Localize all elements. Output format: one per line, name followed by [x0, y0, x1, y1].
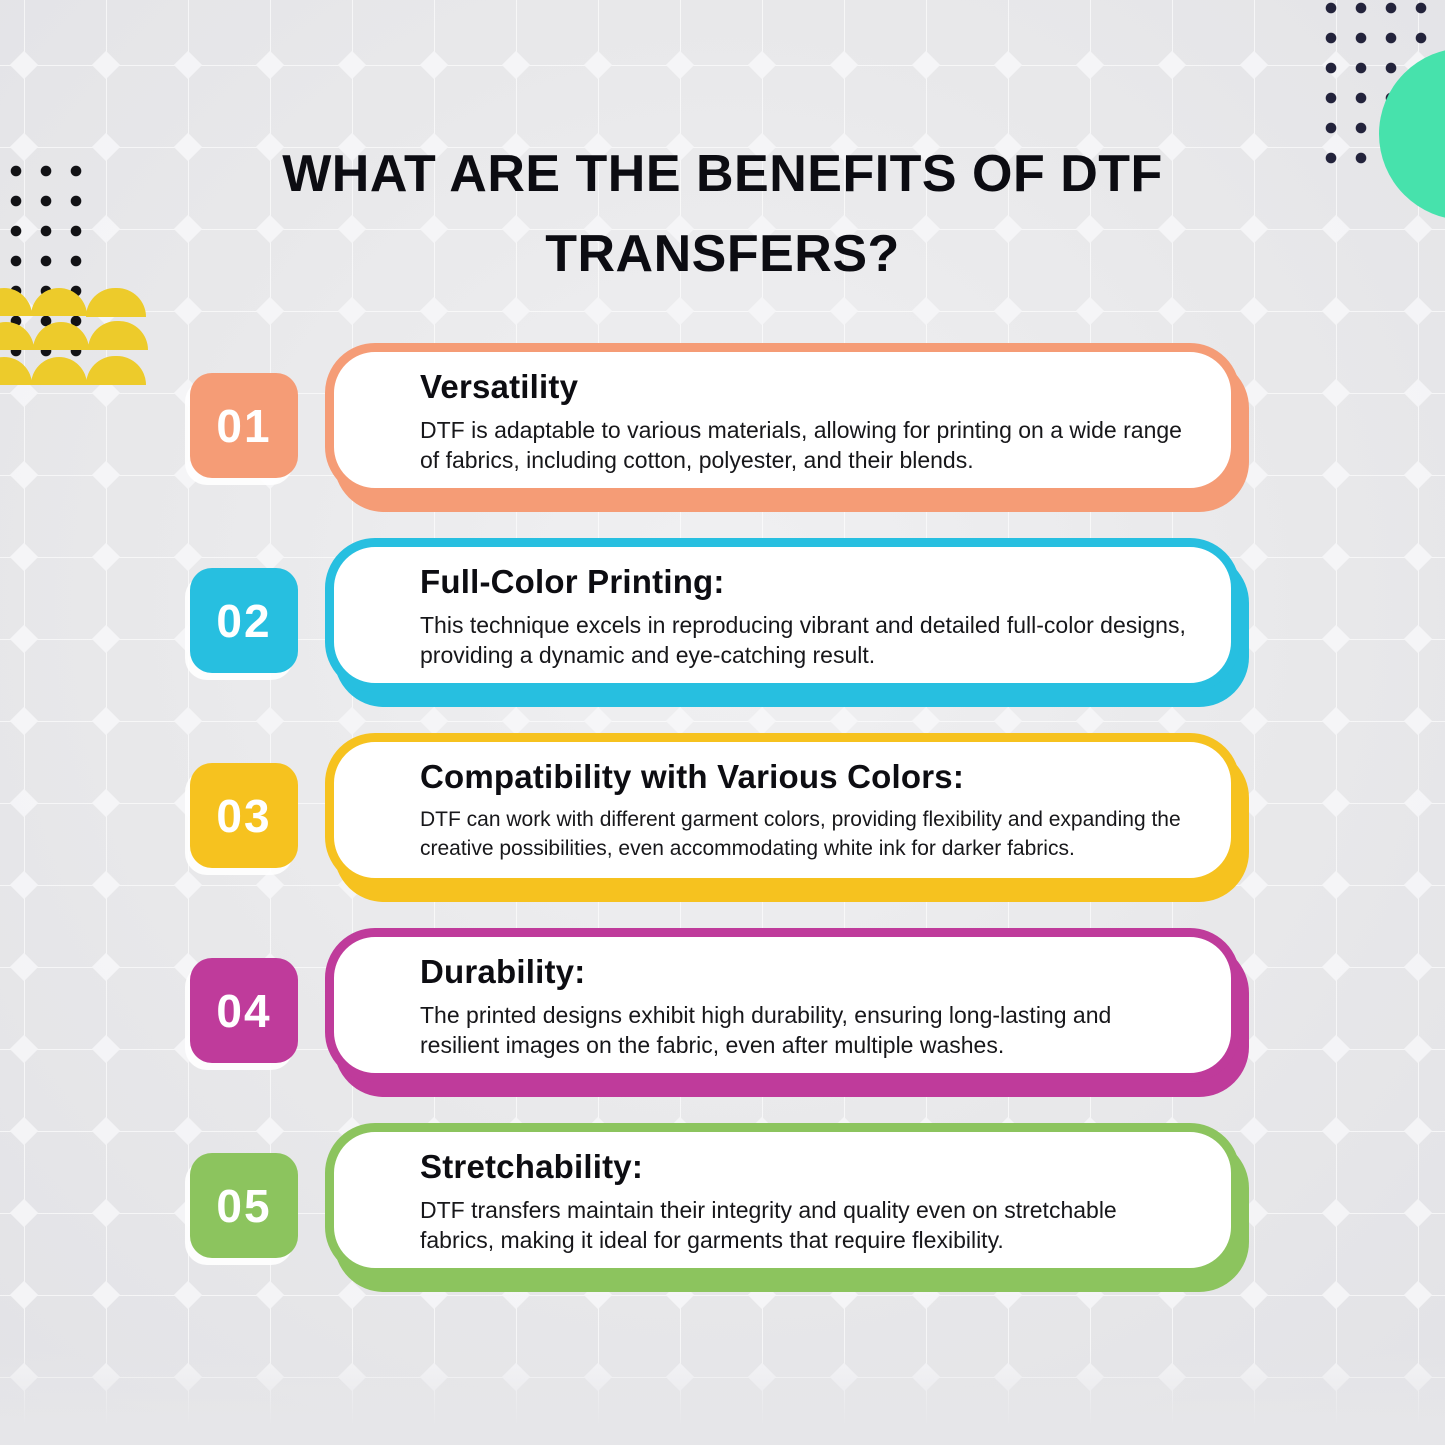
benefit-description: This technique excels in reproducing vib… — [420, 612, 1186, 668]
benefit-title: Stretchability: — [420, 1148, 644, 1185]
benefit-card-durability: 04 Durability: The printed designs exhib… — [0, 928, 1445, 1083]
benefit-card-body: Full-Color Printing: This technique exce… — [325, 538, 1240, 692]
benefit-title: Durability: — [420, 953, 586, 990]
benefit-card-full-color-printing: 02 Full-Color Printing: This technique e… — [0, 538, 1445, 693]
benefit-description: DTF can work with different garment colo… — [420, 808, 1181, 860]
benefit-card-body: Stretchability: DTF transfers maintain t… — [325, 1123, 1240, 1277]
benefit-number-badge: 04 — [190, 958, 298, 1063]
yellow-semicircles-decoration — [0, 288, 151, 388]
benefit-card-body: Compatibility with Various Colors: DTF c… — [325, 733, 1240, 887]
benefit-description: DTF transfers maintain their integrity a… — [420, 1197, 1117, 1253]
page-title-line-1: WHAT ARE THE BENEFITS OF DTF — [282, 145, 1163, 203]
benefit-number-badge: 02 — [190, 568, 298, 673]
benefit-description: The printed designs exhibit high durabil… — [420, 1002, 1112, 1058]
benefit-card-versatility: 01 Versatility DTF is adaptable to vario… — [0, 343, 1445, 498]
benefit-title: Full-Color Printing: — [420, 563, 725, 600]
benefit-card-stretchability: 05 Stretchability: DTF transfers maintai… — [0, 1123, 1445, 1278]
benefit-card-compatibility: 03 Compatibility with Various Colors: DT… — [0, 733, 1445, 888]
page-title-line-2: TRANSFERS? — [545, 225, 900, 283]
benefit-description: DTF is adaptable to various materials, a… — [420, 417, 1182, 473]
benefit-title: Versatility — [420, 368, 579, 405]
page-title: WHAT ARE THE BENEFITS OF DTF TRANSFERS? — [0, 134, 1445, 294]
benefit-number-badge: 01 — [190, 373, 298, 478]
benefit-number-badge: 05 — [190, 1153, 298, 1258]
benefit-number-badge: 03 — [190, 763, 298, 868]
benefit-title: Compatibility with Various Colors: — [420, 758, 965, 795]
benefit-card-body: Durability: The printed designs exhibit … — [325, 928, 1240, 1082]
benefit-card-body: Versatility DTF is adaptable to various … — [325, 343, 1240, 497]
